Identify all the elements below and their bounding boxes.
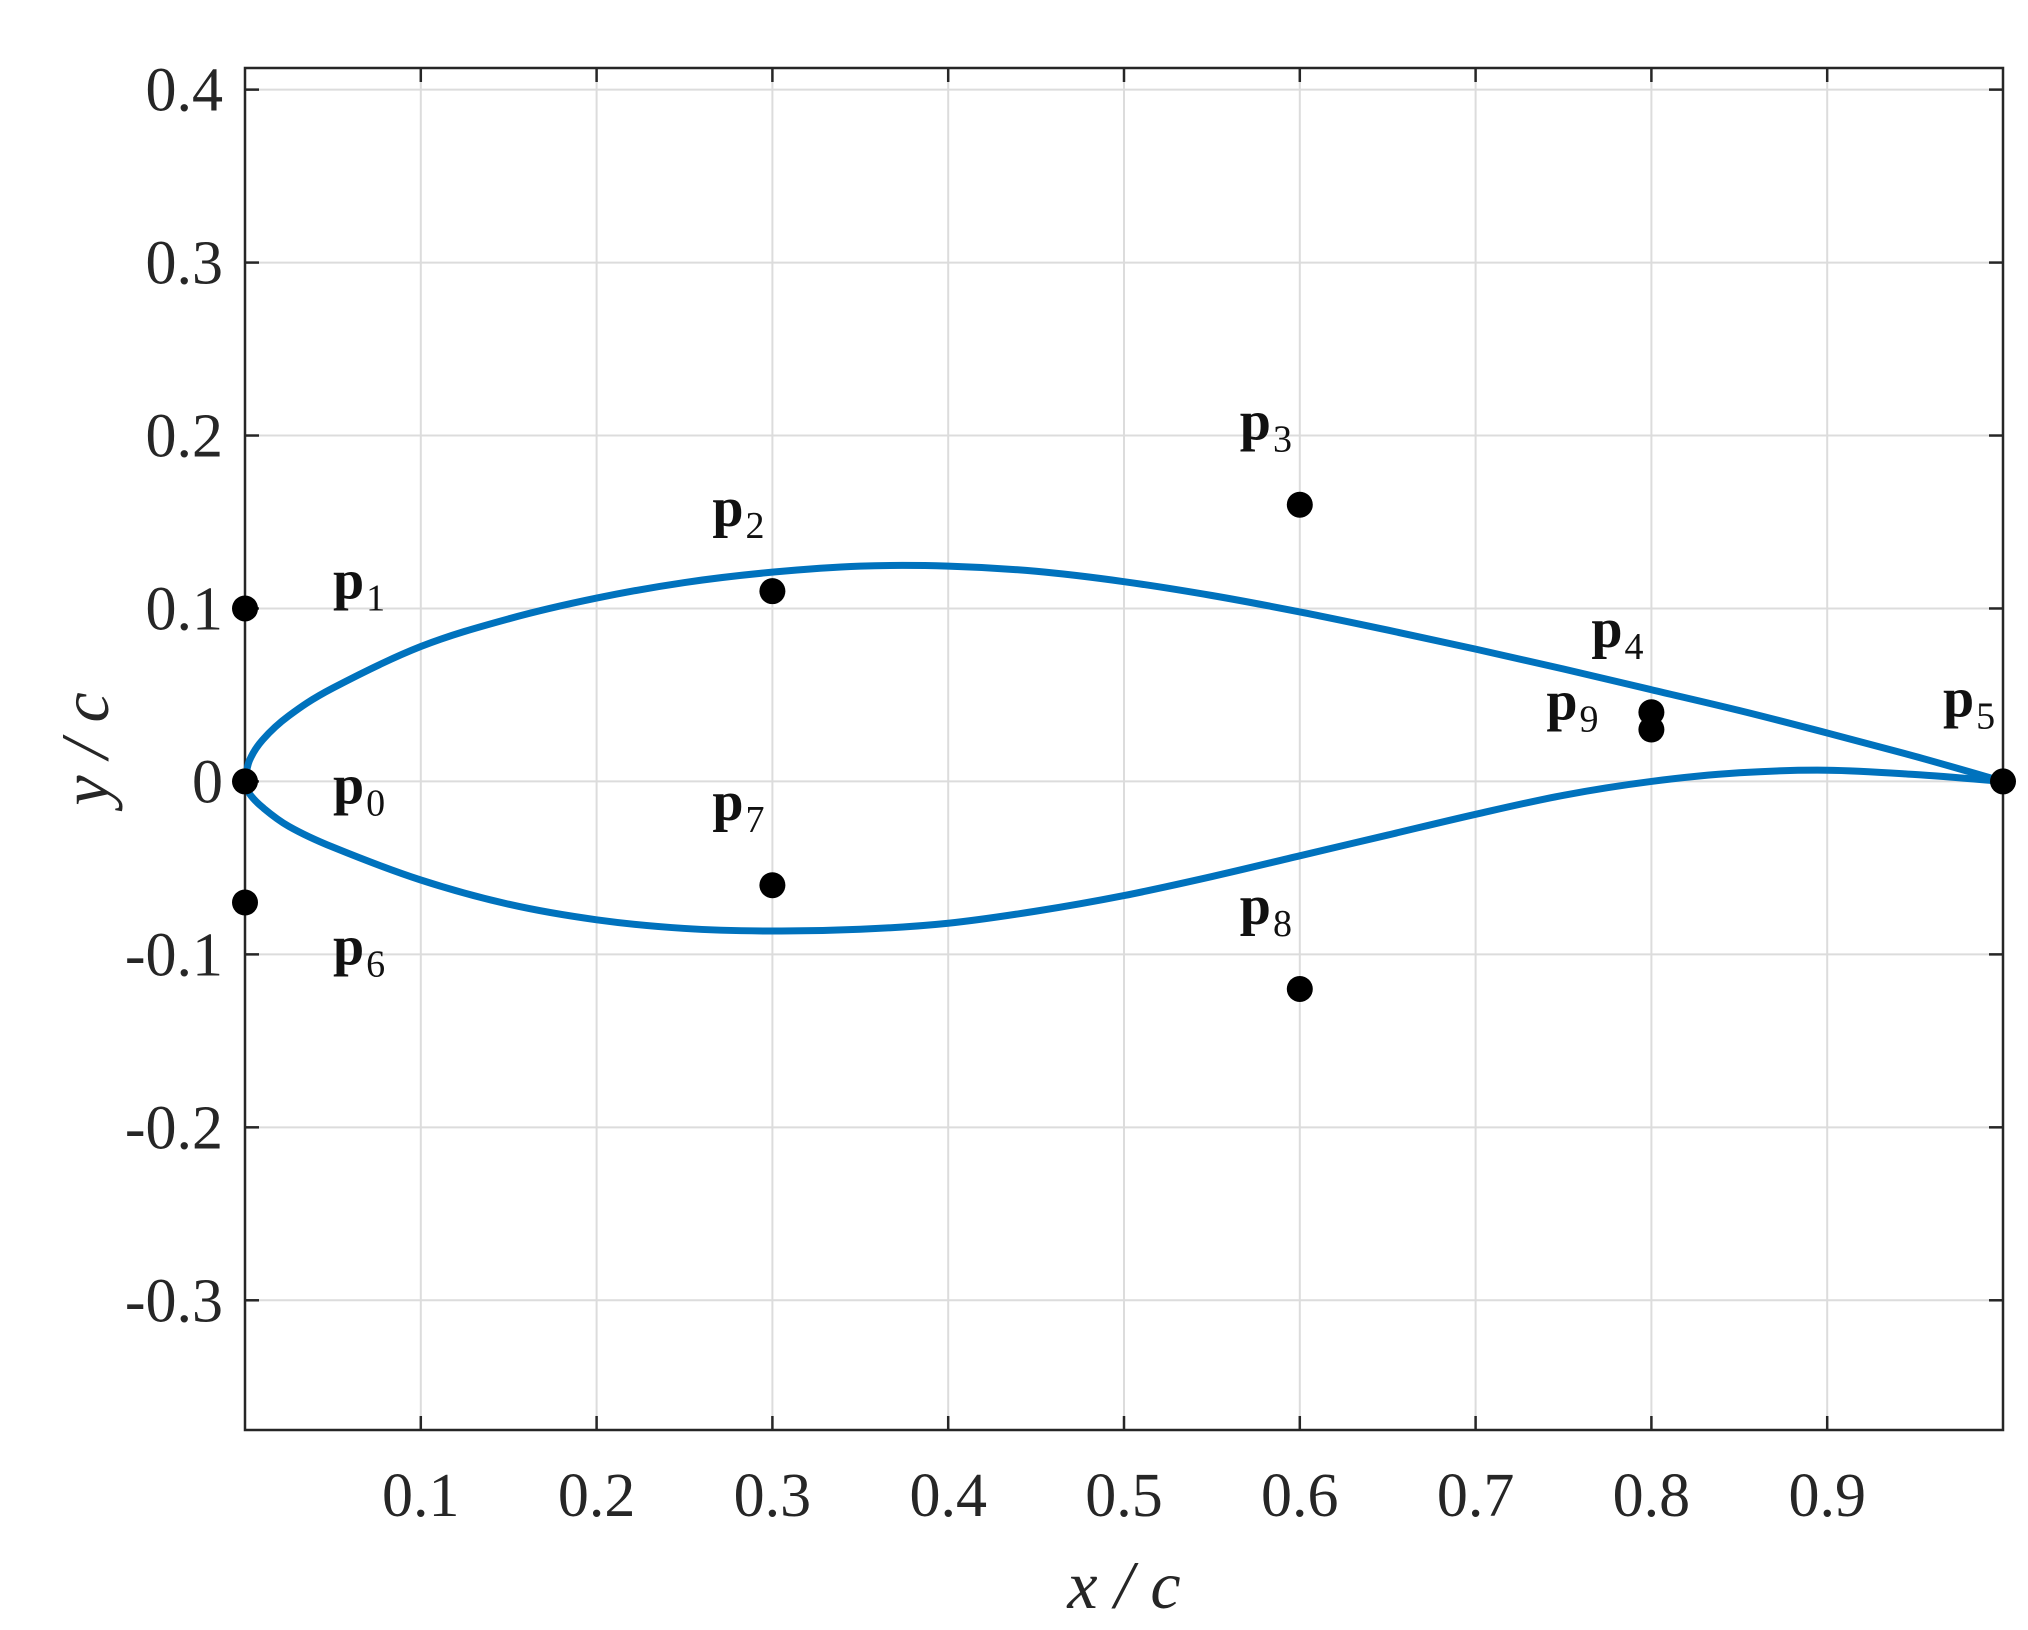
x-tick-label: 0.9: [1788, 1462, 1866, 1530]
y-tick-label: 0.1: [146, 575, 224, 643]
grid: [245, 68, 2003, 1430]
x-tick-label: 0.6: [1261, 1462, 1339, 1530]
control-point-label-p1: p1: [333, 549, 385, 619]
control-point-label-p6: p6: [333, 915, 385, 985]
x-tick-label: 0.7: [1437, 1462, 1515, 1530]
x-tick-label: 0.5: [1085, 1462, 1163, 1530]
control-point-label-p8: p8: [1240, 875, 1292, 945]
control-point-p3: [1286, 491, 1313, 518]
y-tick-label: 0.4: [146, 57, 224, 125]
y-axis-label: y / c: [47, 692, 123, 811]
x-tick-label: 0.4: [909, 1462, 987, 1530]
control-point-p2: [759, 578, 786, 605]
x-tick-label: 0.1: [382, 1462, 460, 1530]
control-point-p7: [759, 872, 786, 899]
airfoil-upper-surface: [241, 561, 2007, 785]
control-point-p1: [232, 595, 258, 622]
y-tick-label: -0.2: [125, 1094, 223, 1162]
x-tick-label: 0.3: [734, 1462, 812, 1530]
y-tick-label: 0.2: [146, 403, 224, 471]
x-tick-labels: 0.1 0.2 0.3 0.4 0.5 0.6 0.7 0.8 0.9: [382, 1462, 1866, 1530]
y-tick-label: 0.3: [146, 230, 224, 298]
control-point-p8: [1286, 975, 1313, 1002]
control-point-label-p2: p2: [712, 477, 764, 547]
y-tick-labels: 0.4 0.3 0.2 0.1 0 -0.1 -0.2 -0.3: [125, 57, 223, 1336]
x-tick-label: 0.2: [558, 1462, 636, 1530]
control-point-p6: [232, 889, 258, 916]
control-point-p9: [1638, 716, 1665, 743]
x-axis-label: x / c: [1066, 1547, 1180, 1623]
control-point-p5: [1990, 768, 2016, 795]
control-point-p0: [232, 768, 258, 795]
y-tick-label: 0: [192, 748, 223, 816]
control-point-label-p5: p5: [1943, 667, 1995, 737]
x-tick-label: 0.8: [1613, 1462, 1691, 1530]
y-tick-label: -0.1: [125, 921, 223, 989]
control-point-label-p3: p3: [1240, 391, 1292, 461]
control-points: [232, 491, 2016, 1002]
airfoil-lower-surface: [241, 766, 2007, 935]
control-point-label-p9: p9: [1546, 671, 1598, 741]
control-point-label-p0: p0: [333, 754, 385, 824]
y-tick-label: -0.3: [125, 1267, 223, 1335]
